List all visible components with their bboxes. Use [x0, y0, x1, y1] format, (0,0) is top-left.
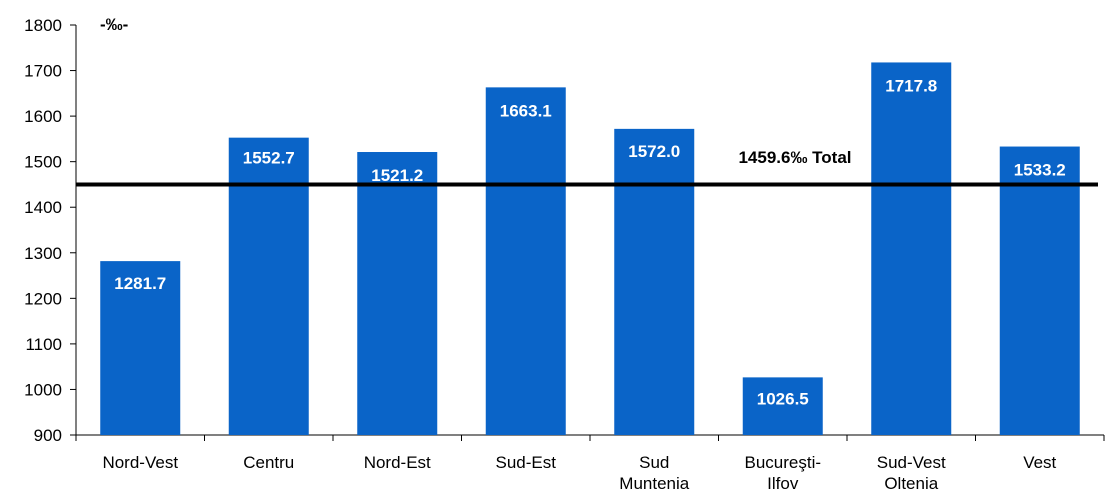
x-axis: Nord-Vest Centru Nord-Est Sud-Est Sud Munteni… — [75, 434, 1105, 491]
y-tick-label: 1500 — [24, 153, 62, 172]
bar-value-label: 1521.2 — [371, 166, 423, 185]
bar-value-label: 1572.0 — [628, 142, 680, 161]
bar-value-label: 1717.8 — [885, 76, 937, 95]
bar-value-label: 1533.2 — [1014, 161, 1066, 180]
bar — [228, 137, 309, 436]
x-category-label: Vest — [1023, 453, 1056, 472]
x-category-label: Bucureşti- — [744, 453, 821, 472]
x-category-label: Nord-Vest — [102, 453, 178, 472]
y-tick-label: 1300 — [24, 244, 62, 263]
bar-value-label: 1281.7 — [114, 274, 166, 293]
bar — [614, 128, 695, 435]
y-tick-label: 1400 — [24, 198, 62, 217]
unit-label: -‰- — [100, 15, 128, 34]
bar — [742, 377, 823, 435]
x-category-label: Nord-Est — [364, 453, 431, 472]
bar — [999, 146, 1080, 435]
x-category-label: Sud-Vest — [877, 453, 946, 472]
bar-value-label: 1552.7 — [243, 149, 295, 168]
y-axis: 900 1000 1100 1200 1300 1400 1500 1600 1700 1800 — [24, 16, 77, 445]
x-category-label: Sud-Est — [496, 453, 557, 472]
y-tick-label: 1600 — [24, 107, 62, 126]
y-tick-label: 1100 — [25, 335, 62, 354]
bar — [485, 87, 566, 436]
x-category-label: Oltenia — [884, 474, 938, 491]
total-reference-label: 1459.6‰ Total — [738, 148, 851, 167]
y-tick-label: 1800 — [24, 16, 62, 35]
y-tick-label: 1200 — [24, 289, 62, 308]
bars — [100, 62, 1080, 436]
x-category-label: Centru — [243, 453, 294, 472]
y-tick-label: 1700 — [24, 62, 62, 81]
reference-line-group: 1459.6‰ Total 1281.7 1552.7 1521.2 1663.1 157… — [76, 76, 1098, 408]
bar — [100, 261, 181, 435]
x-category-label: Ilfov — [767, 474, 799, 491]
bar — [357, 152, 438, 435]
bar-value-label: 1663.1 — [500, 101, 552, 120]
x-category-label: Muntenia — [619, 474, 689, 491]
bar-value-label: 1026.5 — [757, 389, 809, 408]
y-tick-label: 900 — [34, 426, 62, 445]
x-category-label: Sud — [639, 453, 669, 472]
bar — [871, 62, 952, 436]
y-tick-label: 1000 — [24, 380, 62, 399]
